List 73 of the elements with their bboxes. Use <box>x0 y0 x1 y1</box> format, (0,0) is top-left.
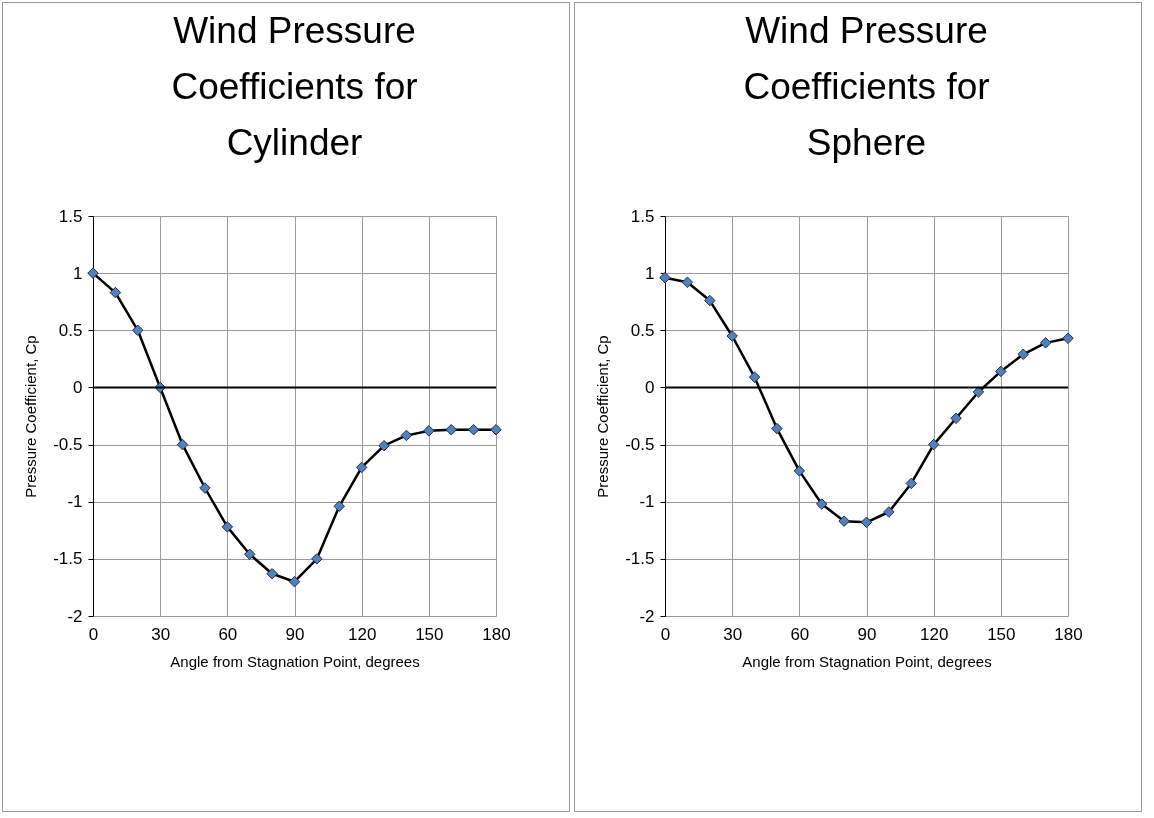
point <box>704 294 716 307</box>
x-tick-label: 60 <box>218 624 238 644</box>
x-tick-label: 30 <box>151 624 171 644</box>
y-axis-title: Pressure Coefficient, Cp <box>594 335 612 498</box>
y-tick-label: -2 <box>639 606 655 626</box>
point <box>288 575 301 588</box>
point <box>109 286 122 299</box>
point <box>681 276 694 289</box>
x-tick-label: 90 <box>285 624 305 644</box>
y-tick-label: 1.5 <box>58 206 83 226</box>
x-tick-label: 60 <box>790 624 810 644</box>
point <box>199 482 211 494</box>
y-tick-label: 1 <box>645 263 655 283</box>
y-tick-label: 0 <box>73 377 83 397</box>
x-tick-label: 150 <box>987 624 1016 644</box>
point <box>1039 337 1052 349</box>
point <box>87 267 99 279</box>
y-tick-label: 0.5 <box>58 320 83 340</box>
x-tick-label: 30 <box>723 624 743 644</box>
y-tick-label: -1 <box>639 492 655 512</box>
point <box>927 438 940 451</box>
y-axis-title: Pressure Coefficient, Cp <box>22 335 40 498</box>
y-tick-label: -0.5 <box>625 435 655 455</box>
chart-title: Wind Pressure Coefficients for Sphere <box>743 10 990 163</box>
point <box>883 506 895 518</box>
point <box>243 548 256 561</box>
point <box>378 439 390 452</box>
x-axis-title: Angle from Stagnation Point, degrees <box>170 652 420 670</box>
y-tick-label: -1.5 <box>625 549 655 569</box>
y-tick-label: 1 <box>73 263 83 283</box>
y-tick-label: -2 <box>67 606 83 626</box>
point <box>815 498 828 510</box>
x-axis-title: Angle from Stagnation Point, degrees <box>742 652 992 670</box>
chart-title: Wind Pressure Coefficients for Cylinder <box>171 10 418 163</box>
y-tick-label: -0.5 <box>53 435 83 455</box>
y-tick-label: 0 <box>645 377 655 397</box>
point <box>333 500 346 513</box>
point <box>771 422 783 435</box>
point <box>659 271 671 284</box>
point <box>950 412 962 425</box>
x-tick-label: 120 <box>347 624 377 644</box>
point <box>221 521 234 533</box>
point <box>995 365 1007 378</box>
point <box>400 429 413 442</box>
x-tick-label: 90 <box>857 624 877 644</box>
point <box>355 461 368 474</box>
point <box>838 515 850 527</box>
point <box>1062 332 1074 345</box>
x-tick-label: 120 <box>919 624 949 644</box>
x-tick-label: 180 <box>482 624 511 644</box>
x-tick-label: 0 <box>88 624 99 644</box>
x-tick-label: 180 <box>1054 624 1083 644</box>
point <box>972 386 985 398</box>
y-tick-label: 0.5 <box>630 320 655 340</box>
point <box>748 371 761 383</box>
point <box>176 438 189 451</box>
point <box>132 324 144 337</box>
point <box>266 567 278 580</box>
point <box>726 330 738 342</box>
point <box>423 425 435 437</box>
x-tick-label: 0 <box>660 624 671 644</box>
x-tick-label: 150 <box>415 624 444 644</box>
point <box>445 423 457 436</box>
point <box>490 423 502 436</box>
point <box>467 423 480 436</box>
y-tick-label: 1.5 <box>630 206 655 226</box>
point <box>1017 348 1029 361</box>
y-tick-label: -1 <box>67 492 83 512</box>
y-tick-label: -1.5 <box>53 549 83 569</box>
point <box>793 465 806 477</box>
point <box>905 477 918 490</box>
point <box>311 553 323 565</box>
point <box>860 516 873 529</box>
